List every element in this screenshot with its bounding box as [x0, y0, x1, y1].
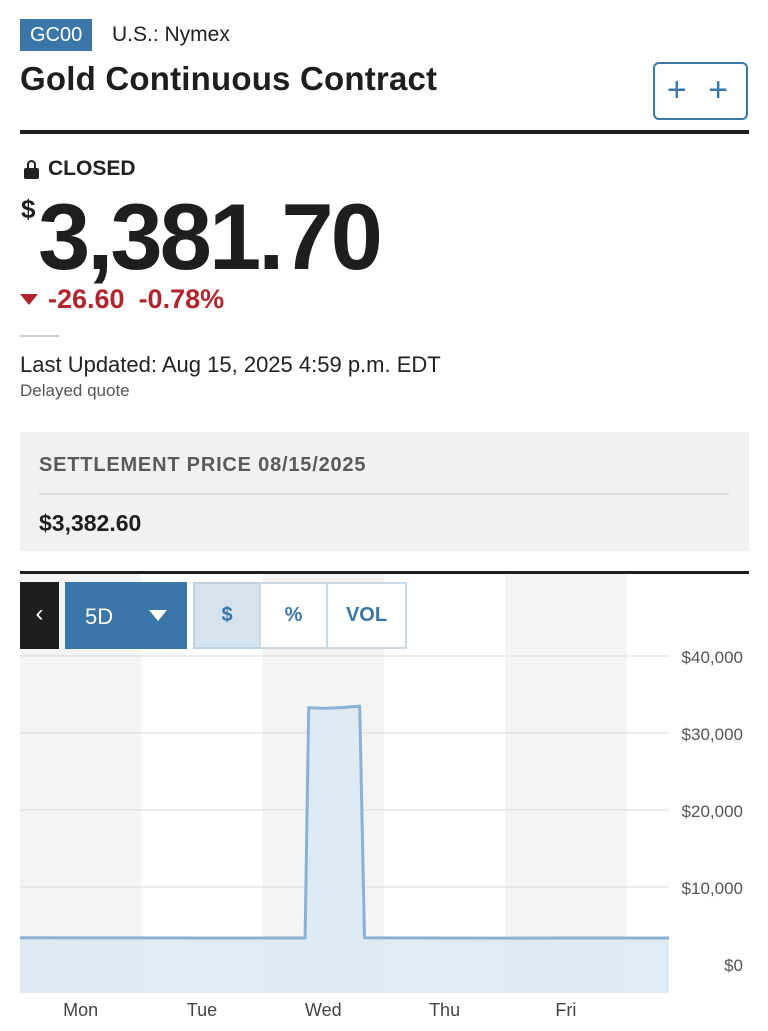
- change-percent: -0.78%: [138, 284, 225, 314]
- page-title: Gold Continuous Contract: [20, 60, 438, 97]
- y-tick-label: $30,000: [682, 725, 743, 744]
- y-tick-label: $20,000: [682, 802, 743, 821]
- change-points: -26.60: [48, 284, 125, 314]
- last-price: 3,381.70: [38, 184, 383, 289]
- y-tick-label: $0: [724, 956, 743, 975]
- price-change: -26.60 -0.78%: [20, 284, 224, 315]
- lock-icon: [24, 159, 39, 179]
- delayed-quote-note: Delayed quote: [20, 381, 130, 400]
- market-status-text: CLOSED: [48, 157, 136, 180]
- x-tick-label: Wed: [305, 1000, 342, 1020]
- x-tick-label: Mon: [63, 1000, 98, 1020]
- header-divider: [20, 130, 749, 134]
- y-tick-label: $40,000: [682, 648, 743, 667]
- mode-dollar-button[interactable]: $: [193, 582, 261, 649]
- x-tick-label: Thu: [429, 1000, 460, 1020]
- exchange-label: U.S.: Nymex: [112, 23, 230, 46]
- x-tick-label: Fri: [555, 1000, 576, 1020]
- day-band: [505, 574, 627, 993]
- settlement-panel: SETTLEMENT PRICE 08/15/2025 $3,382.60: [20, 432, 749, 551]
- price-line: [19, 704, 669, 940]
- settlement-divider: [39, 493, 729, 495]
- ticker-badge: GC00: [20, 19, 93, 51]
- price-area: [20, 706, 669, 993]
- settlement-value: $3,382.60: [39, 510, 142, 536]
- divider: [20, 335, 59, 337]
- chart-divider: [20, 571, 749, 574]
- chart-back-button[interactable]: ‹: [20, 582, 59, 649]
- last-updated: Last Updated: Aug 15, 2025 4:59 p.m. EDT: [20, 352, 441, 377]
- x-tick-label: Tue: [187, 1000, 217, 1020]
- settlement-label: SETTLEMENT PRICE 08/15/2025: [39, 454, 367, 476]
- add-to-watchlist-button[interactable]: + +: [653, 62, 748, 120]
- chevron-down-icon: [149, 610, 167, 621]
- range-select[interactable]: 5D: [65, 582, 187, 649]
- mode-percent-button[interactable]: %: [259, 582, 328, 649]
- currency-symbol: $: [21, 194, 36, 224]
- range-select-label: 5D: [85, 604, 114, 629]
- mode-volume-button[interactable]: VOL: [326, 582, 407, 649]
- down-arrow-icon: [20, 294, 38, 305]
- market-status: CLOSED: [24, 156, 136, 182]
- y-tick-label: $10,000: [682, 879, 743, 898]
